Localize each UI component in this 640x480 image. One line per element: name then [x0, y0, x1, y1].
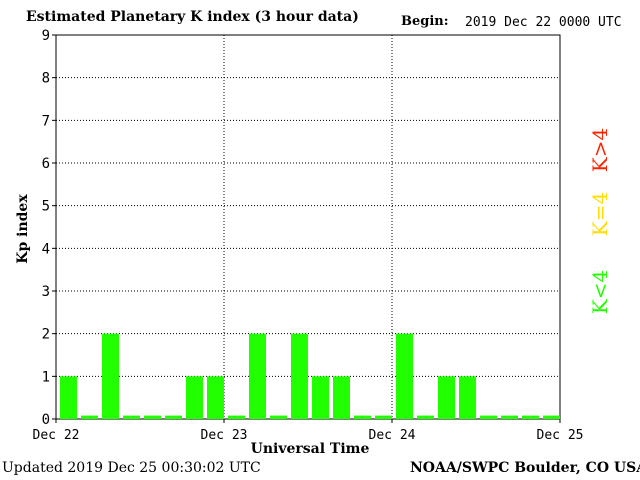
y-axis-label: Kp index [15, 194, 31, 264]
y-tick-label: 4 [42, 241, 50, 257]
x-tick-label: Dec 22 [33, 428, 80, 443]
kp-bar [228, 415, 245, 419]
kp-bar [543, 415, 560, 419]
y-tick-label: 7 [42, 113, 50, 129]
legend-k-equal-4: K=4 [588, 191, 612, 237]
kp-bar [291, 333, 308, 419]
x-tick-label: Dec 25 [537, 428, 584, 443]
y-tick-label: 2 [42, 327, 50, 343]
begin-label: Begin: [401, 14, 449, 29]
y-tick-label: 3 [42, 284, 50, 300]
kp-bar [249, 333, 266, 419]
y-tick-label: 9 [42, 28, 50, 44]
kp-bar [60, 376, 77, 419]
y-tick-label: 5 [42, 199, 50, 215]
x-axis-label: Universal Time [251, 441, 370, 457]
chart-title: Estimated Planetary K index (3 hour data… [26, 9, 359, 25]
kp-bar [312, 376, 329, 419]
kp-bar [165, 415, 182, 419]
x-tick-label: Dec 24 [369, 428, 416, 443]
kp-bar [102, 333, 119, 419]
kp-bar [270, 415, 287, 419]
kp-bar [480, 415, 497, 419]
kp-bar [81, 415, 98, 419]
begin-value: 2019 Dec 22 0000 UTC [465, 15, 622, 30]
kp-bar [522, 415, 539, 419]
updated-timestamp: Updated 2019 Dec 25 00:30:02 UTC [2, 460, 261, 476]
y-tick-label: 0 [42, 412, 50, 428]
y-tick-label: 1 [42, 369, 50, 385]
kp-bar [501, 415, 518, 419]
kp-bar [333, 376, 350, 419]
kp-bar [123, 415, 140, 419]
x-tick-label: Dec 23 [201, 428, 248, 443]
y-tick-label: 8 [42, 71, 50, 87]
kp-bar [207, 376, 224, 419]
kp-bar [144, 415, 161, 419]
kp-bar [459, 376, 476, 419]
kp-bar [186, 376, 203, 419]
kp-bar [375, 415, 392, 419]
credit-line: NOAA/SWPC Boulder, CO USA [410, 460, 640, 476]
y-tick-label: 6 [42, 156, 50, 172]
kp-bar [396, 333, 413, 419]
kp-bar [417, 415, 434, 419]
legend-k-less-4: K<4 [588, 269, 612, 315]
kp-bar [354, 415, 371, 419]
kp-bar [438, 376, 455, 419]
